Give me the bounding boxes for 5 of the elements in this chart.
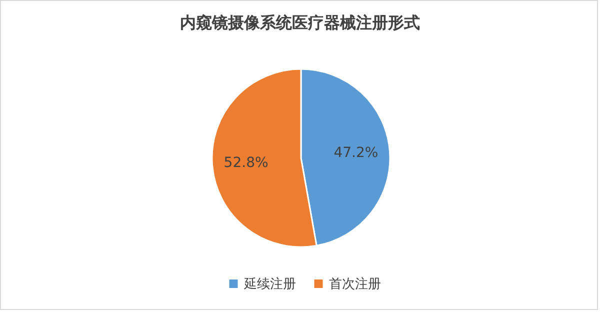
data-label: 47.2% [334, 145, 378, 162]
data-label: 52.8% [224, 154, 268, 171]
legend-label: 首次注册 [329, 276, 381, 292]
chart-title: 内窥镜摄像系统医疗器械注册形式 [180, 13, 420, 32]
legend-label: 延续注册 [243, 276, 296, 292]
